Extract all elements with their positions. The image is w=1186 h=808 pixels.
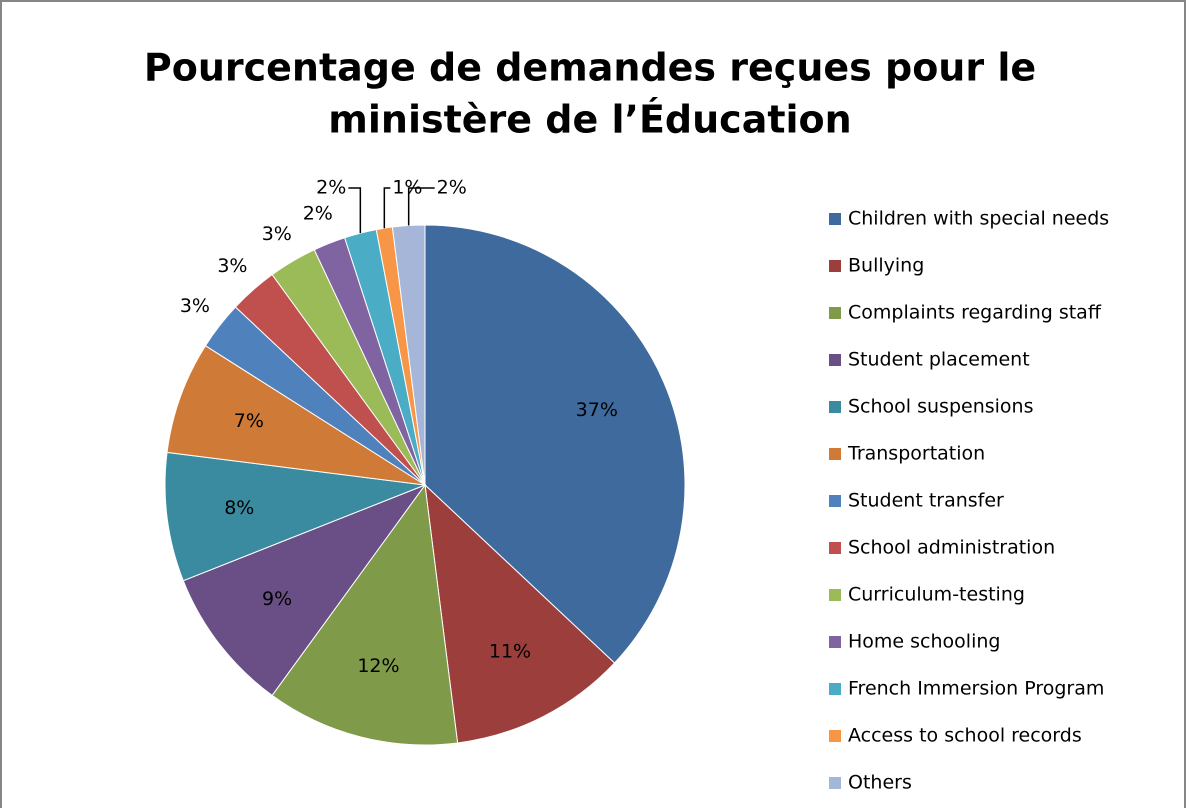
- data-label: 1%: [392, 177, 422, 199]
- legend-label: Access to school records: [848, 725, 1082, 747]
- data-label: 9%: [262, 588, 292, 610]
- legend-label: Student transfer: [848, 490, 1004, 512]
- legend-swatch: [829, 354, 841, 366]
- data-label: 37%: [576, 399, 618, 421]
- legend-swatch: [829, 730, 841, 742]
- legend-label: Others: [848, 772, 912, 794]
- legend-swatch: [829, 495, 841, 507]
- pie-slice: [424, 483, 616, 744]
- legend-swatch: [829, 589, 841, 601]
- chart-title: ministère de l’Éducation: [328, 98, 851, 142]
- legend-label: Student placement: [848, 349, 1030, 371]
- pie-slice: [182, 483, 427, 697]
- legend-label: Complaints regarding staff: [848, 302, 1102, 324]
- legend-label: Bullying: [848, 255, 924, 277]
- legend-swatch: [829, 683, 841, 695]
- data-label: 2%: [316, 177, 346, 199]
- data-label: 3%: [217, 255, 247, 277]
- legend-label: School suspensions: [848, 396, 1034, 418]
- leader-line: [348, 187, 362, 234]
- data-label: 7%: [234, 410, 264, 432]
- data-label: 3%: [262, 223, 292, 245]
- leader-line: [383, 187, 391, 229]
- legend-swatch: [829, 213, 841, 225]
- data-label: 2%: [303, 203, 333, 225]
- legend-swatch: [829, 260, 841, 272]
- data-label: 2%: [437, 177, 467, 199]
- data-label: 8%: [224, 497, 254, 519]
- legend-swatch: [829, 542, 841, 554]
- legend-swatch: [829, 307, 841, 319]
- pie-slice: [271, 483, 459, 746]
- leader-line: [407, 187, 435, 226]
- legend-label: Home schooling: [848, 631, 1000, 653]
- legend-swatch: [829, 636, 841, 648]
- data-label: 12%: [357, 655, 399, 677]
- pie-slice: [424, 224, 686, 664]
- legend-swatch: [829, 448, 841, 460]
- legend-label: French Immersion Program: [848, 678, 1104, 700]
- legend-swatch: [829, 401, 841, 413]
- data-label: 11%: [489, 640, 531, 662]
- legend-label: Curriculum-testing: [848, 584, 1025, 606]
- legend-swatch: [829, 777, 841, 789]
- legend-label: Children with special needs: [848, 208, 1109, 230]
- pie-slice: [166, 344, 426, 486]
- pie-slice: [164, 451, 426, 582]
- chart-title: Pourcentage de demandes reçues pour le: [144, 46, 1036, 90]
- data-label: 3%: [180, 295, 210, 317]
- legend-label: School administration: [848, 537, 1055, 559]
- legend-label: Transportation: [847, 443, 985, 465]
